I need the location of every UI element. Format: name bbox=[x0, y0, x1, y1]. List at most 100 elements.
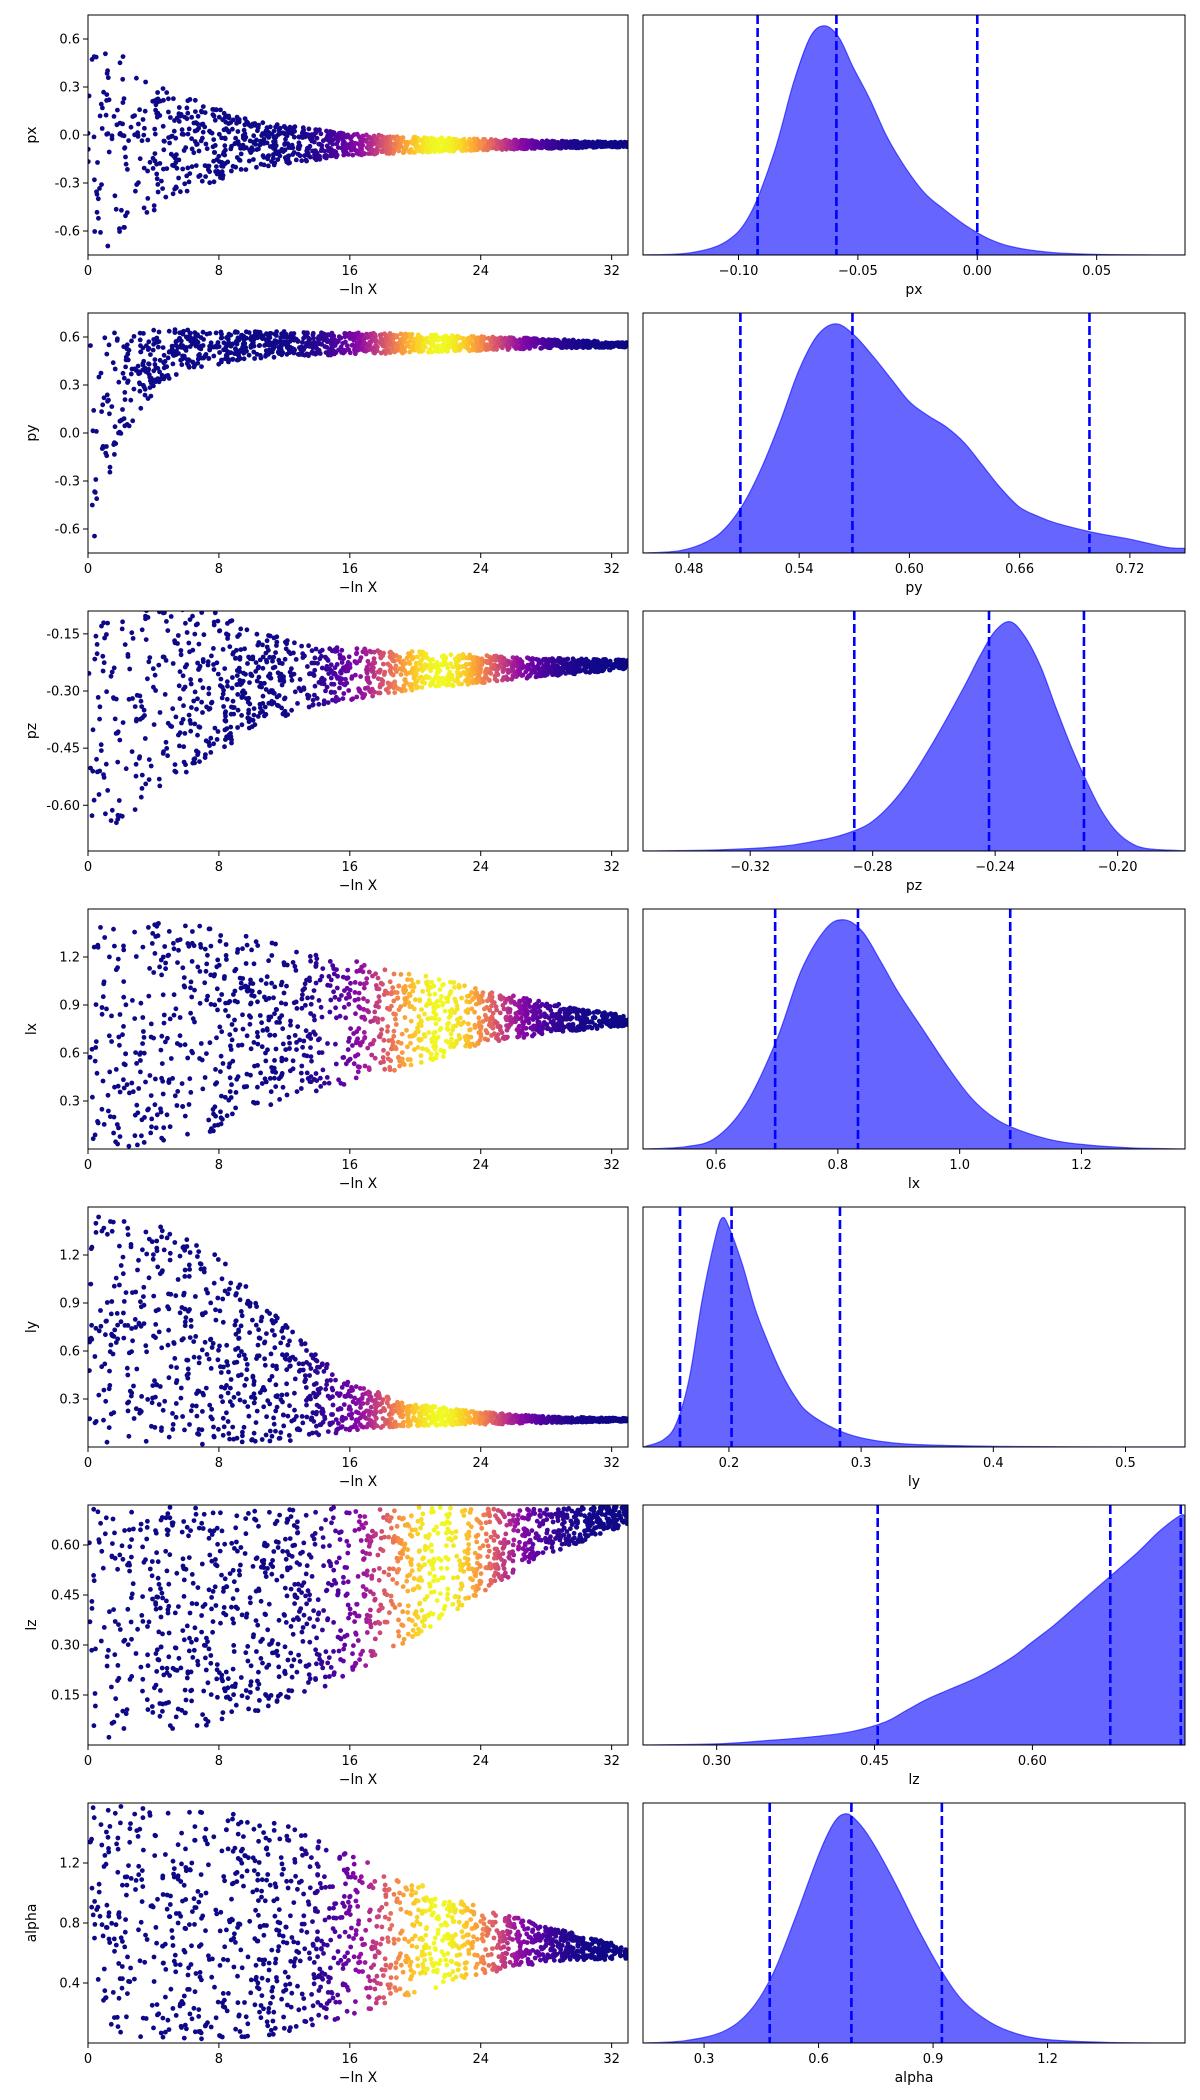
py-sample-point bbox=[394, 333, 400, 339]
px-sample-point bbox=[214, 164, 219, 170]
px-sample-point bbox=[151, 203, 157, 209]
pz-sample-point bbox=[339, 660, 345, 665]
lx-sample-point bbox=[382, 1066, 388, 1072]
pz-sample-point bbox=[222, 744, 227, 750]
py-sample-point bbox=[155, 339, 161, 344]
py-sample-point bbox=[221, 340, 227, 346]
py-sample-point bbox=[183, 348, 189, 353]
lx-sample-point bbox=[524, 1031, 530, 1037]
pz-sample-point bbox=[314, 696, 320, 701]
pz-sample-point bbox=[94, 642, 100, 647]
pz-sample-point bbox=[114, 820, 119, 826]
pz-sample-point bbox=[191, 756, 197, 762]
pz-sample-point bbox=[212, 611, 218, 616]
px-sample-point bbox=[586, 139, 592, 145]
pz-sample-point bbox=[262, 704, 268, 710]
py-sample-point bbox=[238, 347, 243, 353]
px-sample-point bbox=[334, 141, 340, 147]
py-sample-point bbox=[295, 351, 301, 357]
px-sample-point bbox=[218, 107, 223, 113]
pz-sample-point bbox=[302, 653, 307, 659]
pz-sample-point bbox=[193, 622, 199, 628]
pz-xtick-label: −0.32 bbox=[730, 860, 770, 875]
py-sample-point bbox=[151, 327, 157, 333]
pz-sample-point bbox=[162, 611, 167, 616]
px-sample-point bbox=[141, 165, 147, 171]
px-sample-point bbox=[220, 164, 226, 169]
py-sample-point bbox=[284, 339, 289, 345]
px-sample-point bbox=[140, 117, 146, 122]
py-sample-point bbox=[226, 359, 231, 365]
pz-sample-point bbox=[428, 680, 434, 686]
px-sample-point bbox=[240, 142, 246, 148]
px-sample-point bbox=[172, 155, 178, 161]
pz-sample-point bbox=[109, 807, 115, 813]
lx-sample-point bbox=[190, 929, 195, 934]
py-sample-point bbox=[131, 334, 137, 339]
py-sample-point bbox=[241, 350, 247, 355]
px-sample-point bbox=[150, 155, 156, 161]
lx-sample-point bbox=[318, 1004, 324, 1010]
px-sample-point bbox=[166, 109, 171, 115]
pz-xtick-label: 0 bbox=[84, 860, 92, 875]
px-sample-point bbox=[155, 182, 161, 187]
px-sample-point bbox=[154, 171, 160, 177]
pz-sample-point bbox=[398, 672, 404, 677]
pz-sample-point bbox=[350, 696, 356, 702]
px-sample-point bbox=[191, 120, 197, 126]
pz-sample-point bbox=[211, 667, 217, 672]
py-sample-point bbox=[316, 338, 321, 343]
px-sample-point bbox=[248, 124, 254, 129]
pz-sample-point bbox=[119, 626, 125, 632]
py-sample-point bbox=[169, 343, 175, 349]
pz-trace-plot bbox=[88, 611, 628, 826]
px-sample-point bbox=[350, 146, 356, 152]
pz-sample-point bbox=[138, 698, 144, 704]
py-sample-point bbox=[90, 428, 96, 434]
px-density-area bbox=[643, 25, 1185, 255]
px-sample-point bbox=[402, 139, 408, 145]
px-trace-xlabel: −ln X bbox=[339, 282, 378, 298]
px-sample-point bbox=[243, 167, 249, 173]
pz-sample-point bbox=[94, 651, 100, 657]
py-sample-point bbox=[340, 341, 346, 346]
py-sample-point bbox=[470, 346, 476, 351]
py-sample-point bbox=[387, 331, 393, 336]
px-sample-point bbox=[189, 114, 195, 120]
px-sample-point bbox=[117, 131, 123, 136]
pz-sample-point bbox=[445, 665, 451, 671]
lx-sample-point bbox=[121, 943, 126, 949]
py-sample-point bbox=[336, 347, 341, 353]
lx-sample-point bbox=[361, 996, 366, 1002]
pz-sample-point bbox=[132, 704, 138, 709]
lx-sample-point bbox=[462, 983, 467, 989]
py-sample-point bbox=[479, 337, 485, 343]
py-sample-point bbox=[133, 368, 139, 373]
pz-sample-point bbox=[331, 681, 337, 687]
py-sample-point bbox=[524, 343, 530, 349]
px-sample-point bbox=[288, 130, 294, 135]
pz-sample-point bbox=[337, 685, 342, 691]
px-sample-point bbox=[410, 140, 415, 146]
pz-sample-point bbox=[526, 666, 532, 672]
py-sample-point bbox=[110, 360, 116, 366]
px-sample-point bbox=[155, 189, 161, 195]
px-sample-point bbox=[525, 141, 530, 147]
pz-sample-point bbox=[239, 713, 245, 718]
px-sample-point bbox=[109, 133, 115, 139]
pz-sample-point bbox=[91, 797, 97, 803]
lx-sample-point bbox=[227, 1089, 233, 1094]
px-xtick-label: −0.10 bbox=[719, 264, 759, 279]
px-sample-point bbox=[143, 79, 149, 85]
pz-sample-point bbox=[187, 617, 193, 622]
lx-sample-point bbox=[239, 1042, 245, 1048]
lx-sample-point bbox=[202, 980, 208, 986]
pz-sample-point bbox=[583, 658, 589, 664]
lx-sample-point bbox=[418, 1023, 424, 1029]
lx-sample-point bbox=[198, 1041, 204, 1046]
pz-sample-point bbox=[97, 768, 103, 774]
lx-sample-point bbox=[398, 972, 404, 977]
px-sample-point bbox=[204, 146, 210, 152]
py-sample-point bbox=[368, 331, 373, 337]
pz-sample-point bbox=[291, 671, 297, 677]
